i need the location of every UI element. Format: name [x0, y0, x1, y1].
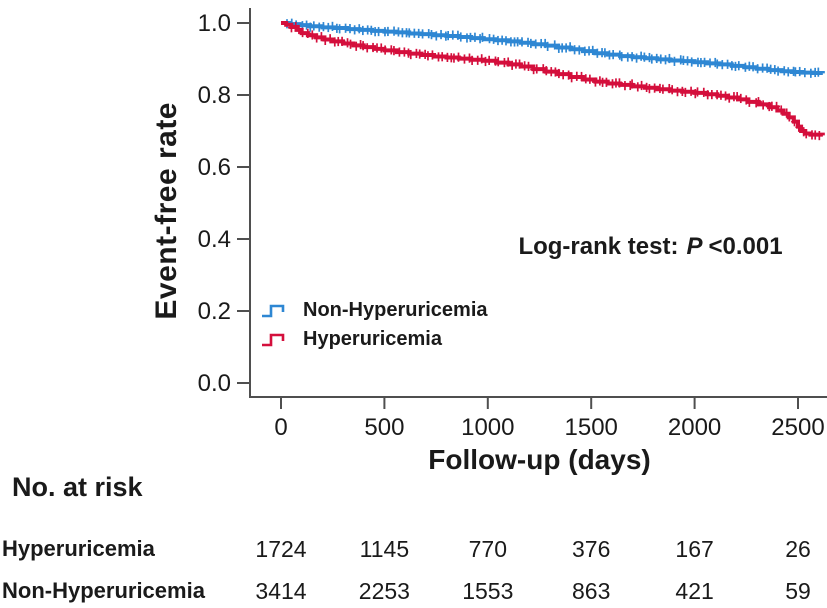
risk-table-title: No. at risk — [12, 472, 143, 502]
p-value: <0.001 — [708, 233, 783, 260]
x-tick-label: 1500 — [565, 414, 618, 440]
x-axis-title: Follow-up (days) — [428, 444, 651, 475]
risk-count-non-hyperuricemia-1000: 1553 — [462, 578, 514, 604]
risk-count-non-hyperuricemia-500: 2253 — [358, 578, 410, 604]
y-tick-label: 0.8 — [198, 82, 231, 109]
risk-row-label-hyperuricemia: Hyperuricemia — [2, 536, 155, 561]
km-chart-canvas: 1.0 0.8 0.6 0.4 0.2 0.0 0 500 1000 1500 2000 2500 — [198, 8, 827, 440]
risk-count-hyperuricemia-1000: 770 — [468, 536, 507, 562]
legend-label-hyperuricemia: Hyperuricemia — [303, 328, 442, 350]
risk-count-non-hyperuricemia-2500: 59 — [785, 578, 811, 604]
risk-count-non-hyperuricemia-1500: 863 — [572, 578, 611, 604]
legend-label-non-hyperuricemia: Non-Hyperuricemia — [303, 299, 488, 321]
x-tick-label: 1000 — [461, 414, 514, 440]
y-tick-group: 1.0 0.8 0.6 0.4 0.2 0.0 — [198, 10, 250, 397]
x-tick-label: 2000 — [668, 414, 721, 440]
y-axis-title-box: Event-free rate — [146, 28, 188, 394]
x-tick-label: 500 — [364, 414, 404, 440]
risk-count-hyperuricemia-2000: 167 — [675, 536, 714, 562]
risk-count-hyperuricemia-0: 1724 — [255, 536, 307, 562]
x-tick-label: 2500 — [771, 414, 824, 440]
risk-count-non-hyperuricemia-0: 3414 — [255, 578, 307, 604]
y-tick-label: 0.0 — [198, 370, 231, 397]
censor-marks-non-hyperuricemia — [283, 18, 822, 78]
risk-row-label-non-hyperuricemia: Non-Hyperuricemia — [2, 578, 205, 603]
x-tick-group: 0 500 1000 1500 2000 2500 — [274, 397, 825, 440]
y-tick-label: 0.4 — [198, 226, 231, 253]
x-tick-label: 0 — [274, 414, 287, 440]
risk-count-non-hyperuricemia-2000: 421 — [675, 578, 714, 604]
risk-count-hyperuricemia-1500: 376 — [572, 536, 611, 562]
y-tick-label: 1.0 — [198, 10, 231, 37]
y-tick-label: 0.6 — [198, 154, 231, 181]
legend-item-non-hyperuricemia: Non-Hyperuricemia — [260, 296, 488, 325]
log-rank-annotation: Log-rank test: P <0.001 — [478, 233, 823, 261]
censor-marks-hyperuricemia — [288, 22, 823, 141]
legend-item-hyperuricemia: Hyperuricemia — [260, 325, 488, 354]
p-symbol: P — [686, 233, 703, 260]
km-curve-hyperuricemia — [281, 21, 825, 137]
step-line-blue-icon — [262, 304, 285, 317]
step-line-red-icon — [262, 333, 285, 346]
y-axis-title: Event-free rate — [150, 102, 183, 320]
legend: Non-Hyperuricemia Hyperuricemia — [260, 296, 488, 354]
y-tick-label: 0.2 — [198, 298, 231, 325]
risk-count-hyperuricemia-2500: 26 — [785, 536, 811, 562]
risk-count-hyperuricemia-500: 1145 — [359, 536, 410, 562]
log-rank-prefix: Log-rank test: — [518, 233, 679, 260]
